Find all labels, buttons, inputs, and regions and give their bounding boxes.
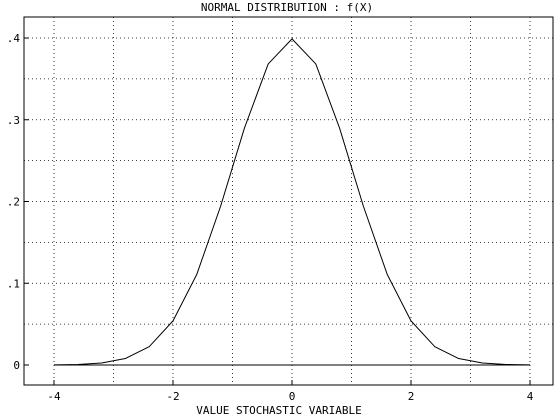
x-tick-label: -4 (47, 390, 61, 403)
plot-frame (23, 16, 554, 386)
x-tick-label: 4 (527, 390, 534, 403)
x-tick-label: -2 (166, 390, 179, 403)
series-layer (53, 38, 531, 366)
y-tick-label: .1 (7, 277, 20, 290)
density-curve (53, 38, 531, 366)
x-axis-label: VALUE STOCHASTIC VARIABLE (196, 404, 362, 417)
chart-title: NORMAL DISTRIBUTION : f(X) (201, 1, 373, 14)
grid (24, 17, 553, 385)
axis-ticks: -4 -2 0 2 4 0 .1 .2 .3 .4 (7, 32, 534, 403)
y-tick-label: .2 (7, 196, 20, 209)
y-tick-label: .3 (7, 114, 20, 127)
x-tick-label: 2 (408, 390, 415, 403)
y-tick-label: .4 (7, 32, 21, 45)
y-tick-label: 0 (13, 359, 20, 372)
x-tick-label: 0 (289, 390, 296, 403)
